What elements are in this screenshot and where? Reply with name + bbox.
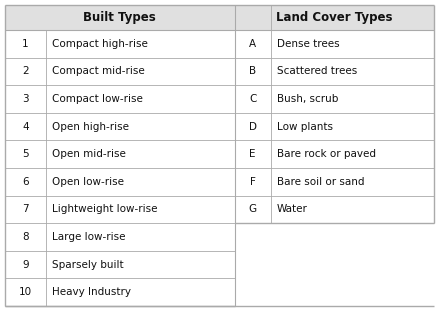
Text: Land Cover Types: Land Cover Types — [276, 11, 392, 24]
Text: Compact mid-rise: Compact mid-rise — [52, 66, 144, 77]
Bar — [234, 5, 433, 30]
Text: 1: 1 — [22, 39, 28, 49]
Text: Dense trees: Dense trees — [276, 39, 339, 49]
Text: Bare soil or sand: Bare soil or sand — [276, 177, 364, 187]
Text: Low plants: Low plants — [276, 122, 332, 132]
Text: E: E — [249, 149, 255, 159]
Text: D: D — [248, 122, 256, 132]
Text: Sparsely built: Sparsely built — [52, 260, 123, 270]
Text: Water: Water — [276, 204, 307, 214]
Text: 2: 2 — [22, 66, 28, 77]
Text: Built Types: Built Types — [83, 11, 156, 24]
Text: 7: 7 — [22, 204, 28, 214]
Text: 3: 3 — [22, 94, 28, 104]
Text: Scattered trees: Scattered trees — [276, 66, 357, 77]
Text: Compact high-rise: Compact high-rise — [52, 39, 147, 49]
Text: G: G — [248, 204, 256, 214]
Text: B: B — [249, 66, 256, 77]
Text: 9: 9 — [22, 260, 28, 270]
Text: Open low-rise: Open low-rise — [52, 177, 124, 187]
Text: 5: 5 — [22, 149, 28, 159]
Text: A: A — [249, 39, 256, 49]
Text: F: F — [249, 177, 255, 187]
Text: 6: 6 — [22, 177, 28, 187]
Text: Heavy Industry: Heavy Industry — [52, 287, 131, 297]
Text: Bare rock or paved: Bare rock or paved — [276, 149, 375, 159]
Text: 4: 4 — [22, 122, 28, 132]
Text: Open high-rise: Open high-rise — [52, 122, 128, 132]
Text: Bush, scrub: Bush, scrub — [276, 94, 338, 104]
Text: 8: 8 — [22, 232, 28, 242]
Text: Compact low-rise: Compact low-rise — [52, 94, 142, 104]
Text: Open mid-rise: Open mid-rise — [52, 149, 125, 159]
Bar — [5, 5, 234, 30]
Text: 10: 10 — [19, 287, 32, 297]
Text: Lightweight low-rise: Lightweight low-rise — [52, 204, 157, 214]
Text: C: C — [248, 94, 256, 104]
Text: Large low-rise: Large low-rise — [52, 232, 125, 242]
